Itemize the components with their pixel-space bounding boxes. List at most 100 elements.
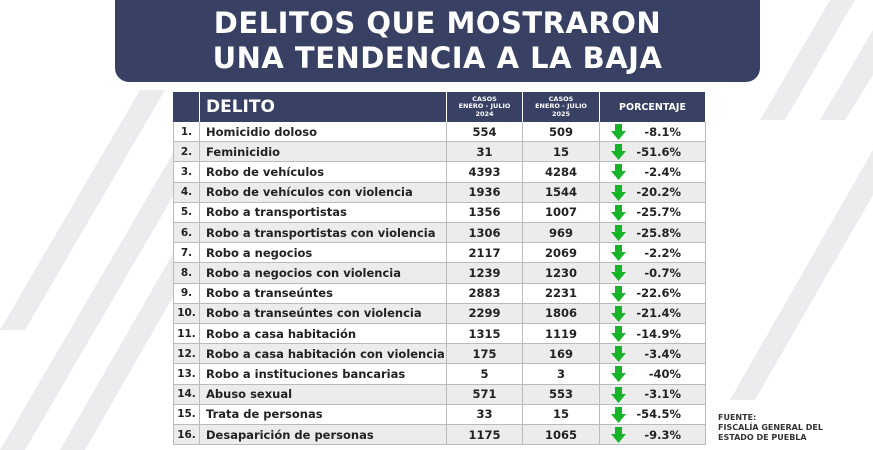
table-cell: -3.1% — [600, 384, 706, 405]
percent-text: -20.2% — [636, 185, 681, 200]
source-note: FUENTE: FISCALÍA GENERAL DEL ESTADO DE PUE… — [718, 413, 823, 443]
table-cell: 11. — [173, 324, 200, 345]
table-cell: 1306 — [447, 223, 523, 244]
table-cell: Robo a negocios con violencia — [200, 263, 447, 284]
source-line: ESTADO DE PUEBLA — [718, 433, 807, 442]
table-cell: Robo a casa habitación — [200, 324, 447, 345]
down-arrow — [611, 204, 626, 221]
table-cell: Abuso sexual — [200, 384, 447, 405]
down-arrow — [611, 386, 626, 403]
table-cell: 2069 — [523, 243, 600, 264]
table-cell: Feminicidio — [200, 142, 447, 163]
table-cell: 2231 — [523, 283, 600, 304]
down-arrow — [611, 144, 626, 161]
percent-text: -9.3% — [644, 427, 681, 442]
table-cell: 4. — [173, 182, 200, 203]
table-cell: 1230 — [523, 263, 600, 284]
table-cell: -0.7% — [600, 263, 706, 284]
percent-text: -25.7% — [636, 205, 681, 220]
table-cell: -51.6% — [600, 142, 706, 163]
source-line: FISCALÍA GENERAL DEL — [718, 423, 823, 432]
table-cell: 33 — [447, 404, 523, 425]
table-cell: 4284 — [523, 162, 600, 183]
table-cell: 10. — [173, 303, 200, 324]
table-cell: 969 — [523, 223, 600, 244]
table-cell: 1936 — [447, 182, 523, 203]
down-arrow — [611, 265, 626, 282]
table-cell: 175 — [447, 344, 523, 365]
percent-text: -54.5% — [636, 407, 681, 422]
percent-text: -14.9% — [636, 326, 681, 341]
title-box: DELITOS QUE MOSTRARON UNA TENDENCIA A LA… — [115, 0, 760, 82]
table-cell: -8.1% — [600, 122, 706, 143]
table-cell: 1239 — [447, 263, 523, 284]
table-cell: 1175 — [447, 425, 523, 446]
table-cell: 2117 — [447, 243, 523, 264]
table-cell: 2. — [173, 142, 200, 163]
table-cell: Robo a transportistas — [200, 202, 447, 223]
down-arrow — [611, 326, 626, 342]
table-cell: Robo a instituciones bancarias — [200, 364, 447, 385]
table-cell: Desaparición de personas — [200, 425, 447, 446]
table-cell: 169 — [523, 344, 600, 365]
table-cell: 1007 — [523, 202, 600, 223]
percent-text: -3.1% — [644, 387, 681, 402]
percent-text: -21.4% — [636, 306, 681, 321]
table-cell: 1356 — [447, 202, 523, 223]
percent-text: -25.8% — [636, 225, 681, 240]
table-cell: Robo a transportistas con violencia — [200, 223, 447, 244]
table-cell: -25.7% — [600, 202, 706, 223]
source-line: FUENTE: — [718, 413, 757, 422]
table-cell: Trata de personas — [200, 404, 447, 425]
table-cell: 15. — [173, 404, 200, 425]
header-line: ENERO - JULIO — [535, 102, 587, 111]
table-cell: 1119 — [523, 324, 600, 345]
header-line: ENERO - JULIO — [458, 102, 511, 111]
table-cell: 1806 — [523, 303, 600, 324]
table-cell: 2299 — [447, 303, 523, 324]
header-cell — [173, 92, 200, 122]
table-cell: 4393 — [447, 162, 523, 183]
table-cell: 571 — [447, 384, 523, 405]
table-cell: 14. — [173, 384, 200, 405]
percent-text: -2.4% — [644, 164, 681, 179]
table-cell: Robo a negocios — [200, 243, 447, 264]
table-cell: 2883 — [447, 283, 523, 304]
header-cell: CASOS ENERO - JULIO 2025 — [523, 92, 600, 122]
header-line: 2025 — [551, 109, 571, 118]
table-cell: 3 — [523, 364, 600, 385]
table-cell: -25.8% — [600, 223, 706, 244]
table-cell: Homicidio doloso — [200, 122, 447, 143]
table-cell: -14.9% — [600, 324, 706, 345]
table-cell: Robo a transeúntes — [200, 283, 447, 304]
table-cell: -22.6% — [600, 283, 706, 304]
table-cell: Robo a transeúntes con violencia — [200, 303, 447, 324]
header-line: 2024 — [475, 109, 494, 118]
header-cell: DELITO — [200, 92, 447, 122]
table-cell: Robo a casa habitación con violencia — [200, 344, 447, 365]
table-cell: 13. — [173, 364, 200, 385]
table-cell: 16. — [173, 425, 200, 446]
down-arrow — [611, 245, 626, 262]
table-cell: 3. — [173, 162, 200, 183]
percent-text: -40% — [648, 366, 681, 381]
table-cell: 12. — [173, 344, 200, 365]
header-cell: PORCENTAJE — [600, 92, 706, 122]
table-cell: 553 — [523, 384, 600, 405]
table-cell: 15 — [523, 404, 600, 425]
table-cell: 1. — [173, 122, 200, 143]
down-arrow — [611, 427, 626, 443]
down-arrow — [611, 346, 626, 363]
percent-text: -2.2% — [644, 245, 681, 260]
table-cell: Robo de vehículos — [200, 162, 447, 183]
header-cell: CASOS ENERO - JULIO 2024 — [447, 92, 523, 122]
percent-text: -51.6% — [636, 144, 681, 159]
table-cell: 6. — [173, 223, 200, 244]
table-cell: -40% — [600, 364, 706, 385]
percent-text: -0.7% — [644, 265, 681, 280]
percent-text: -8.1% — [644, 124, 681, 139]
down-arrow — [611, 406, 626, 423]
table-cell: -9.3% — [600, 425, 706, 446]
